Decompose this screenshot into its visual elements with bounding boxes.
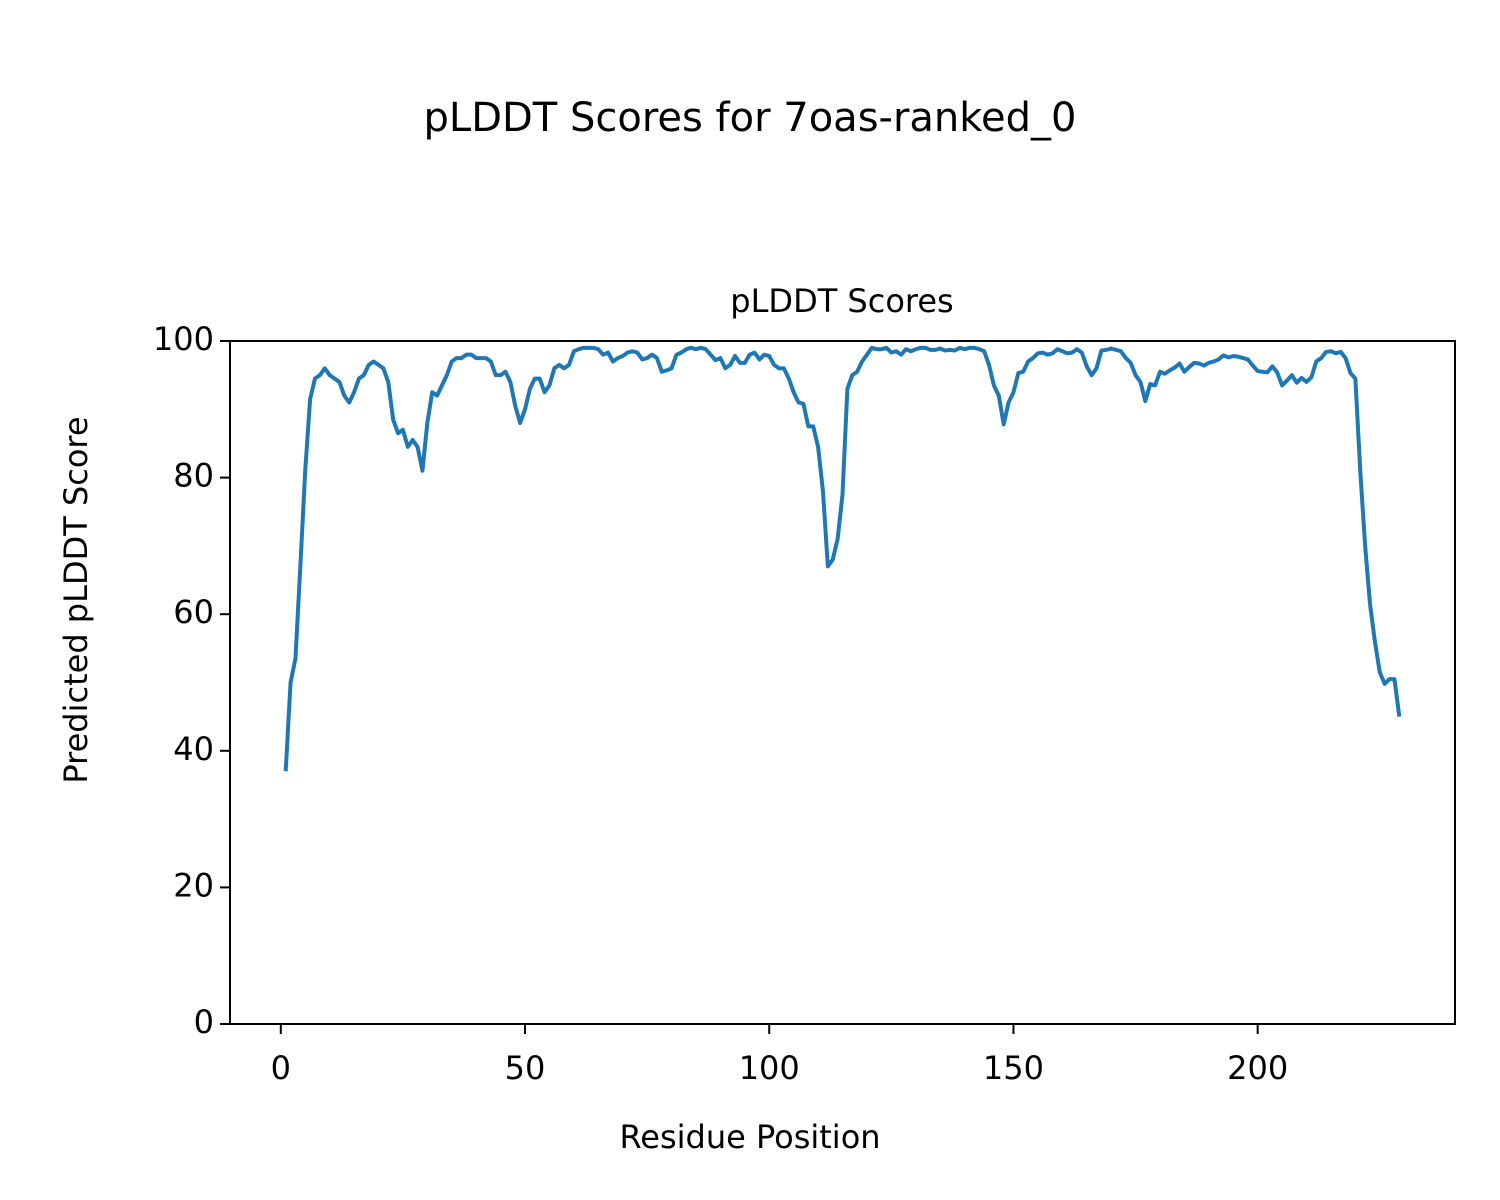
x-tick-label: 100 — [739, 1049, 800, 1087]
x-tick-label: 150 — [983, 1049, 1044, 1087]
chart-title: pLDDT Scores for 7oas-ranked_0 — [424, 95, 1077, 141]
data-line — [283, 345, 1402, 772]
x-axis-label: Residue Position — [619, 1118, 880, 1156]
plot-frame — [229, 340, 1456, 1025]
y-axis-label: Predicted pLDDT Score — [57, 416, 95, 783]
y-tick-label: 20 — [173, 866, 214, 904]
x-tick-label: 50 — [505, 1049, 546, 1087]
y-tick-label: 100 — [153, 320, 214, 358]
y-tick-label: 80 — [173, 457, 214, 495]
chart-subtitle: pLDDT Scores — [730, 282, 953, 320]
x-tick-label: 200 — [1227, 1049, 1288, 1087]
y-tick-label: 0 — [194, 1003, 214, 1041]
y-tick-label: 40 — [173, 730, 214, 768]
x-tick-label: 0 — [271, 1049, 291, 1087]
y-tick-label: 60 — [173, 593, 214, 631]
